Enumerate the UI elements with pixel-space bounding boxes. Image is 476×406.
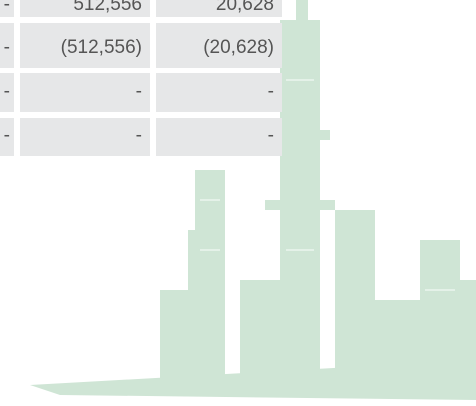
platform (265, 200, 335, 210)
table-cell: - (0, 118, 14, 156)
building (240, 280, 290, 380)
table-cell: - (20, 118, 150, 156)
chimney (296, 0, 308, 30)
table-cell: - (20, 73, 150, 112)
table-cell: - (0, 73, 14, 112)
tower (420, 240, 460, 380)
table-cell: - (0, 23, 14, 68)
tank (335, 210, 375, 380)
table-cell: - (156, 118, 282, 156)
table-cell: (512,556) (20, 23, 150, 68)
table-cell: 512,556 (20, 0, 150, 17)
building (160, 290, 200, 380)
table-cell: - (0, 0, 14, 17)
page: {"table": {"rows": [["-", "512,556", "20… (0, 0, 476, 406)
table-cell: - (156, 73, 282, 112)
table-cell: (20,628) (156, 23, 282, 68)
table-cell: 20,628 (156, 0, 282, 17)
